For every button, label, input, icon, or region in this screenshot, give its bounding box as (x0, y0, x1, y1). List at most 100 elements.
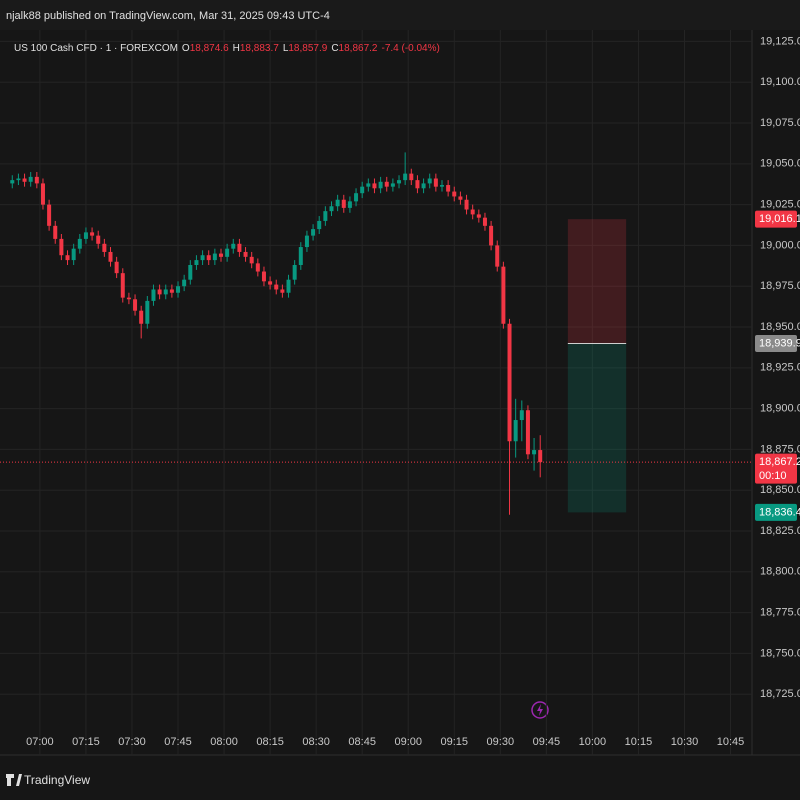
candle-body (390, 183, 395, 187)
candle-body (206, 255, 211, 261)
candle-body (298, 247, 303, 265)
x-tick-label: 08:00 (210, 736, 238, 748)
candle-body (225, 248, 230, 257)
candle-body (40, 183, 45, 205)
candle-body (194, 260, 199, 265)
y-tick-label: 19,125.0 (760, 35, 800, 47)
candle-body (34, 176, 39, 184)
candle-body (65, 255, 70, 261)
candle-body (317, 220, 322, 230)
candle-body (421, 183, 426, 189)
candle-body (464, 199, 469, 210)
legend-key: O (182, 43, 190, 54)
candle-body (335, 199, 340, 207)
candle-body (237, 243, 242, 252)
x-tick-label: 10:30 (671, 736, 699, 748)
candle-body (151, 289, 156, 301)
candle-body (169, 289, 174, 293)
x-tick-label: 10:00 (579, 736, 607, 748)
x-tick-label: 09:15 (441, 736, 469, 748)
y-tick-label: 18,875.0 (760, 443, 800, 455)
candle-body (10, 180, 15, 184)
stop-label-box (755, 210, 797, 228)
x-tick-label: 07:45 (164, 736, 192, 748)
brand: TradingView (24, 773, 90, 787)
axes: 18,725.0 18,750.0 18,775.0 18,800.0 18,825.0… (26, 35, 800, 748)
y-tick-label: 18,975.0 (760, 280, 800, 292)
legend-value: 18,867.2 (339, 43, 378, 54)
candle-body (427, 178, 432, 184)
target-zone (567, 343, 627, 513)
candle-body (71, 248, 76, 261)
candle-body (538, 450, 543, 463)
x-tick-label: 09:00 (394, 736, 422, 748)
y-tick-label: 18,750.0 (760, 647, 800, 659)
candle-body (114, 261, 119, 274)
plot-area (0, 30, 752, 755)
candle-body (525, 410, 530, 455)
legend-key: H (233, 43, 240, 54)
x-tick-label: 07:15 (72, 736, 100, 748)
legend-value: 18,857.9 (288, 43, 327, 54)
legend-value: 18,883.7 (240, 43, 279, 54)
candle-body (108, 251, 113, 262)
candle-body (261, 271, 266, 282)
legend-change: -7.4 (-0.04%) (381, 43, 439, 54)
y-tick-label: 19,025.0 (760, 199, 800, 211)
candle-body (458, 196, 463, 200)
candle-body (354, 193, 359, 202)
legend-key: C (331, 43, 338, 54)
x-tick-label: 08:45 (348, 736, 376, 748)
candle-body (452, 191, 457, 197)
candle-body (182, 279, 187, 287)
target-label-box (755, 503, 797, 521)
candle-body (90, 232, 95, 236)
candle-body (96, 235, 101, 244)
candle-body (329, 206, 334, 212)
candle-body (280, 289, 285, 293)
candle-body (77, 238, 82, 249)
legend: US 100 Cash CFD · 1 · FOREXCOM O18,874.6 H… (14, 43, 440, 54)
y-tick-label: 18,850.0 (760, 484, 800, 496)
y-tick-label: 18,900.0 (760, 403, 800, 415)
candle-body (120, 273, 125, 298)
publisher: njalk88 published on TradingView.com, Ma… (6, 10, 330, 22)
candle-body (22, 178, 27, 182)
candle-body (397, 180, 402, 184)
candle-body (513, 420, 518, 442)
y-tick-label: 18,800.0 (760, 566, 800, 578)
candle-body (323, 211, 328, 221)
candle-body (476, 214, 481, 218)
candle-body (176, 286, 181, 293)
candle-body (268, 281, 273, 285)
candle-body (292, 265, 297, 280)
candle-body (102, 243, 107, 252)
candle-body (409, 173, 414, 181)
y-tick-label: 18,950.0 (760, 321, 800, 333)
entry-label: 18,939.9 (759, 337, 800, 349)
last-price-label: 18,867.2 (759, 456, 800, 468)
candle-body (439, 185, 444, 187)
candle-body (482, 217, 487, 226)
x-tick-label: 09:45 (533, 736, 561, 748)
candle-body (126, 297, 131, 300)
y-tick-label: 18,725.0 (760, 688, 800, 700)
last-price-label-countdown: 00:10 (759, 470, 787, 482)
candle-body (16, 178, 21, 181)
candle-body (378, 181, 383, 189)
candle-body (133, 299, 138, 311)
event-icon[interactable] (531, 701, 549, 719)
candle-body (446, 185, 451, 192)
candle-body (415, 180, 420, 189)
candle-body (188, 265, 193, 280)
y-tick-label: 18,825.0 (760, 525, 800, 537)
candle-body (495, 245, 500, 267)
candle-body (347, 201, 352, 208)
candle-body (403, 173, 408, 181)
candle-body (372, 183, 377, 189)
last-price-label-box (755, 453, 797, 484)
x-tick-label: 09:30 (487, 736, 515, 748)
legend-symbol: US 100 Cash CFD · 1 · FOREXCOM (14, 43, 178, 54)
candle-body (341, 199, 346, 208)
